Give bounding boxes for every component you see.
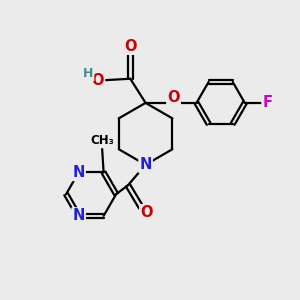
Text: N: N	[72, 208, 85, 223]
Text: F: F	[262, 95, 272, 110]
Text: N: N	[140, 157, 152, 172]
Text: H: H	[83, 67, 93, 80]
Text: CH₃: CH₃	[90, 134, 114, 147]
Text: N: N	[72, 165, 85, 180]
Text: O: O	[124, 39, 136, 54]
Text: O: O	[92, 73, 104, 88]
Text: O: O	[140, 205, 153, 220]
Text: O: O	[167, 90, 180, 105]
